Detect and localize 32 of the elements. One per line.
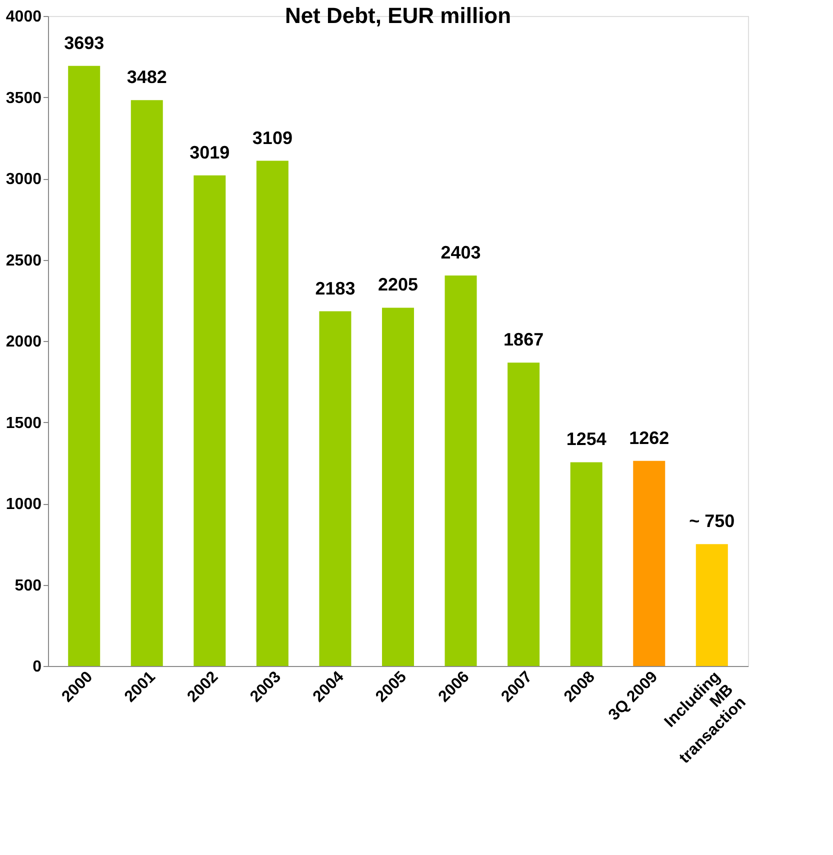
y-tick-label: 2500 xyxy=(6,252,42,270)
bar xyxy=(68,66,100,666)
data-label: 2205 xyxy=(378,274,418,295)
bar xyxy=(194,175,226,666)
y-tick-label: 1000 xyxy=(6,496,42,513)
bar xyxy=(256,160,288,666)
data-label: 3109 xyxy=(252,128,292,148)
y-tick-label: 3500 xyxy=(6,90,42,107)
chart-title: Net Debt, EUR million xyxy=(284,3,512,28)
bar xyxy=(130,100,163,666)
bar xyxy=(696,544,728,666)
y-tick-label: 1500 xyxy=(6,414,42,432)
y-tick-label: 2000 xyxy=(6,334,42,350)
y-tick-label: 500 xyxy=(14,577,42,594)
bar xyxy=(570,462,602,666)
data-label: 2403 xyxy=(440,242,481,263)
bar xyxy=(508,362,540,666)
y-tick-label: 3000 xyxy=(6,171,42,188)
data-label: 3482 xyxy=(126,67,167,88)
data-label: 1254 xyxy=(566,429,606,450)
data-label: 3693 xyxy=(64,32,104,53)
data-label: 1867 xyxy=(504,330,544,350)
y-tick-label: 4000 xyxy=(6,8,42,26)
bar xyxy=(319,311,352,666)
data-label: ~ 750 xyxy=(689,511,735,532)
data-label: 1262 xyxy=(629,428,670,448)
bar xyxy=(382,308,414,666)
bar xyxy=(633,460,666,666)
data-label: 3019 xyxy=(190,142,230,162)
data-label: 2183 xyxy=(315,278,356,298)
bar xyxy=(444,276,477,666)
y-tick-label: 0 xyxy=(32,658,42,676)
